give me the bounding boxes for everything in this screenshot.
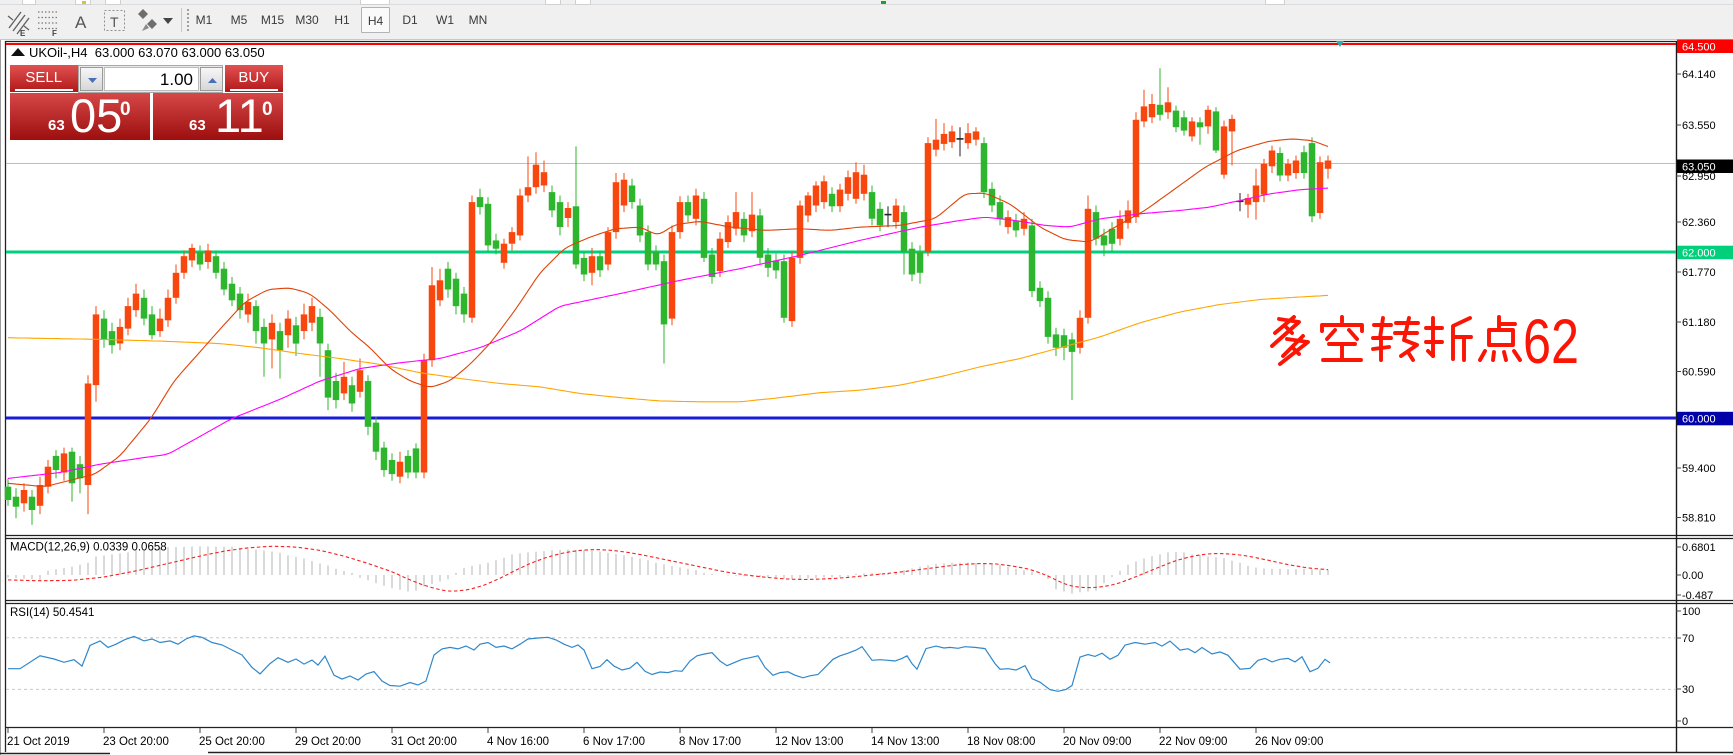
svg-text:0.6801: 0.6801 xyxy=(1682,542,1716,554)
svg-text:70: 70 xyxy=(1682,633,1694,645)
svg-text:0.00: 0.00 xyxy=(1682,570,1703,582)
svg-text:4 Nov 16:00: 4 Nov 16:00 xyxy=(487,736,549,748)
svg-text:6 Nov 17:00: 6 Nov 17:00 xyxy=(583,736,645,748)
svg-text:62: 62 xyxy=(1523,307,1579,378)
svg-text:61.180: 61.180 xyxy=(1682,317,1716,329)
svg-text:63.550: 63.550 xyxy=(1682,120,1716,132)
svg-text:0: 0 xyxy=(1682,716,1688,728)
svg-text:UKOil-,H4 63.000 63.070 63.00: UKOil-,H4 63.000 63.070 63.000 63.050 xyxy=(29,45,265,60)
svg-text:12 Nov 13:00: 12 Nov 13:00 xyxy=(775,736,843,748)
svg-text:63.050: 63.050 xyxy=(1682,161,1716,173)
svg-text:60.000: 60.000 xyxy=(1682,414,1716,426)
svg-text:30: 30 xyxy=(1682,684,1694,696)
svg-text:58.810: 58.810 xyxy=(1682,513,1716,525)
svg-text:RSI(14) 50.4541: RSI(14) 50.4541 xyxy=(10,607,94,619)
svg-text:22 Nov 09:00: 22 Nov 09:00 xyxy=(1159,736,1227,748)
svg-text:-0.487: -0.487 xyxy=(1682,590,1713,602)
svg-text:62.000: 62.000 xyxy=(1682,248,1716,260)
svg-text:MACD(12,26,9) 0.0339 0.0658: MACD(12,26,9) 0.0339 0.0658 xyxy=(10,542,167,554)
svg-text:21 Oct 2019: 21 Oct 2019 xyxy=(7,736,70,748)
svg-text:25 Oct 20:00: 25 Oct 20:00 xyxy=(199,736,265,748)
svg-text:20 Nov 09:00: 20 Nov 09:00 xyxy=(1063,736,1131,748)
svg-text:31 Oct 20:00: 31 Oct 20:00 xyxy=(391,736,457,748)
svg-text:18 Nov 08:00: 18 Nov 08:00 xyxy=(967,736,1035,748)
svg-text:E: E xyxy=(20,29,26,38)
svg-text:59.400: 59.400 xyxy=(1682,463,1716,475)
svg-text:T: T xyxy=(110,14,119,30)
svg-text:64.500: 64.500 xyxy=(1682,42,1716,54)
svg-text:23 Oct 20:00: 23 Oct 20:00 xyxy=(103,736,169,748)
svg-text:14 Nov 13:00: 14 Nov 13:00 xyxy=(871,736,939,748)
svg-text:100: 100 xyxy=(1682,606,1700,618)
svg-text:A: A xyxy=(75,13,87,32)
svg-text:26 Nov 09:00: 26 Nov 09:00 xyxy=(1255,736,1323,748)
svg-text:62.360: 62.360 xyxy=(1682,217,1716,229)
svg-text:F: F xyxy=(52,29,57,38)
svg-text:64.140: 64.140 xyxy=(1682,69,1716,81)
svg-text:29 Oct 20:00: 29 Oct 20:00 xyxy=(295,736,361,748)
svg-text:62.950: 62.950 xyxy=(1682,171,1716,183)
svg-text:60.590: 60.590 xyxy=(1682,367,1716,379)
svg-text:8 Nov 17:00: 8 Nov 17:00 xyxy=(679,736,741,748)
svg-text:61.770: 61.770 xyxy=(1682,267,1716,279)
